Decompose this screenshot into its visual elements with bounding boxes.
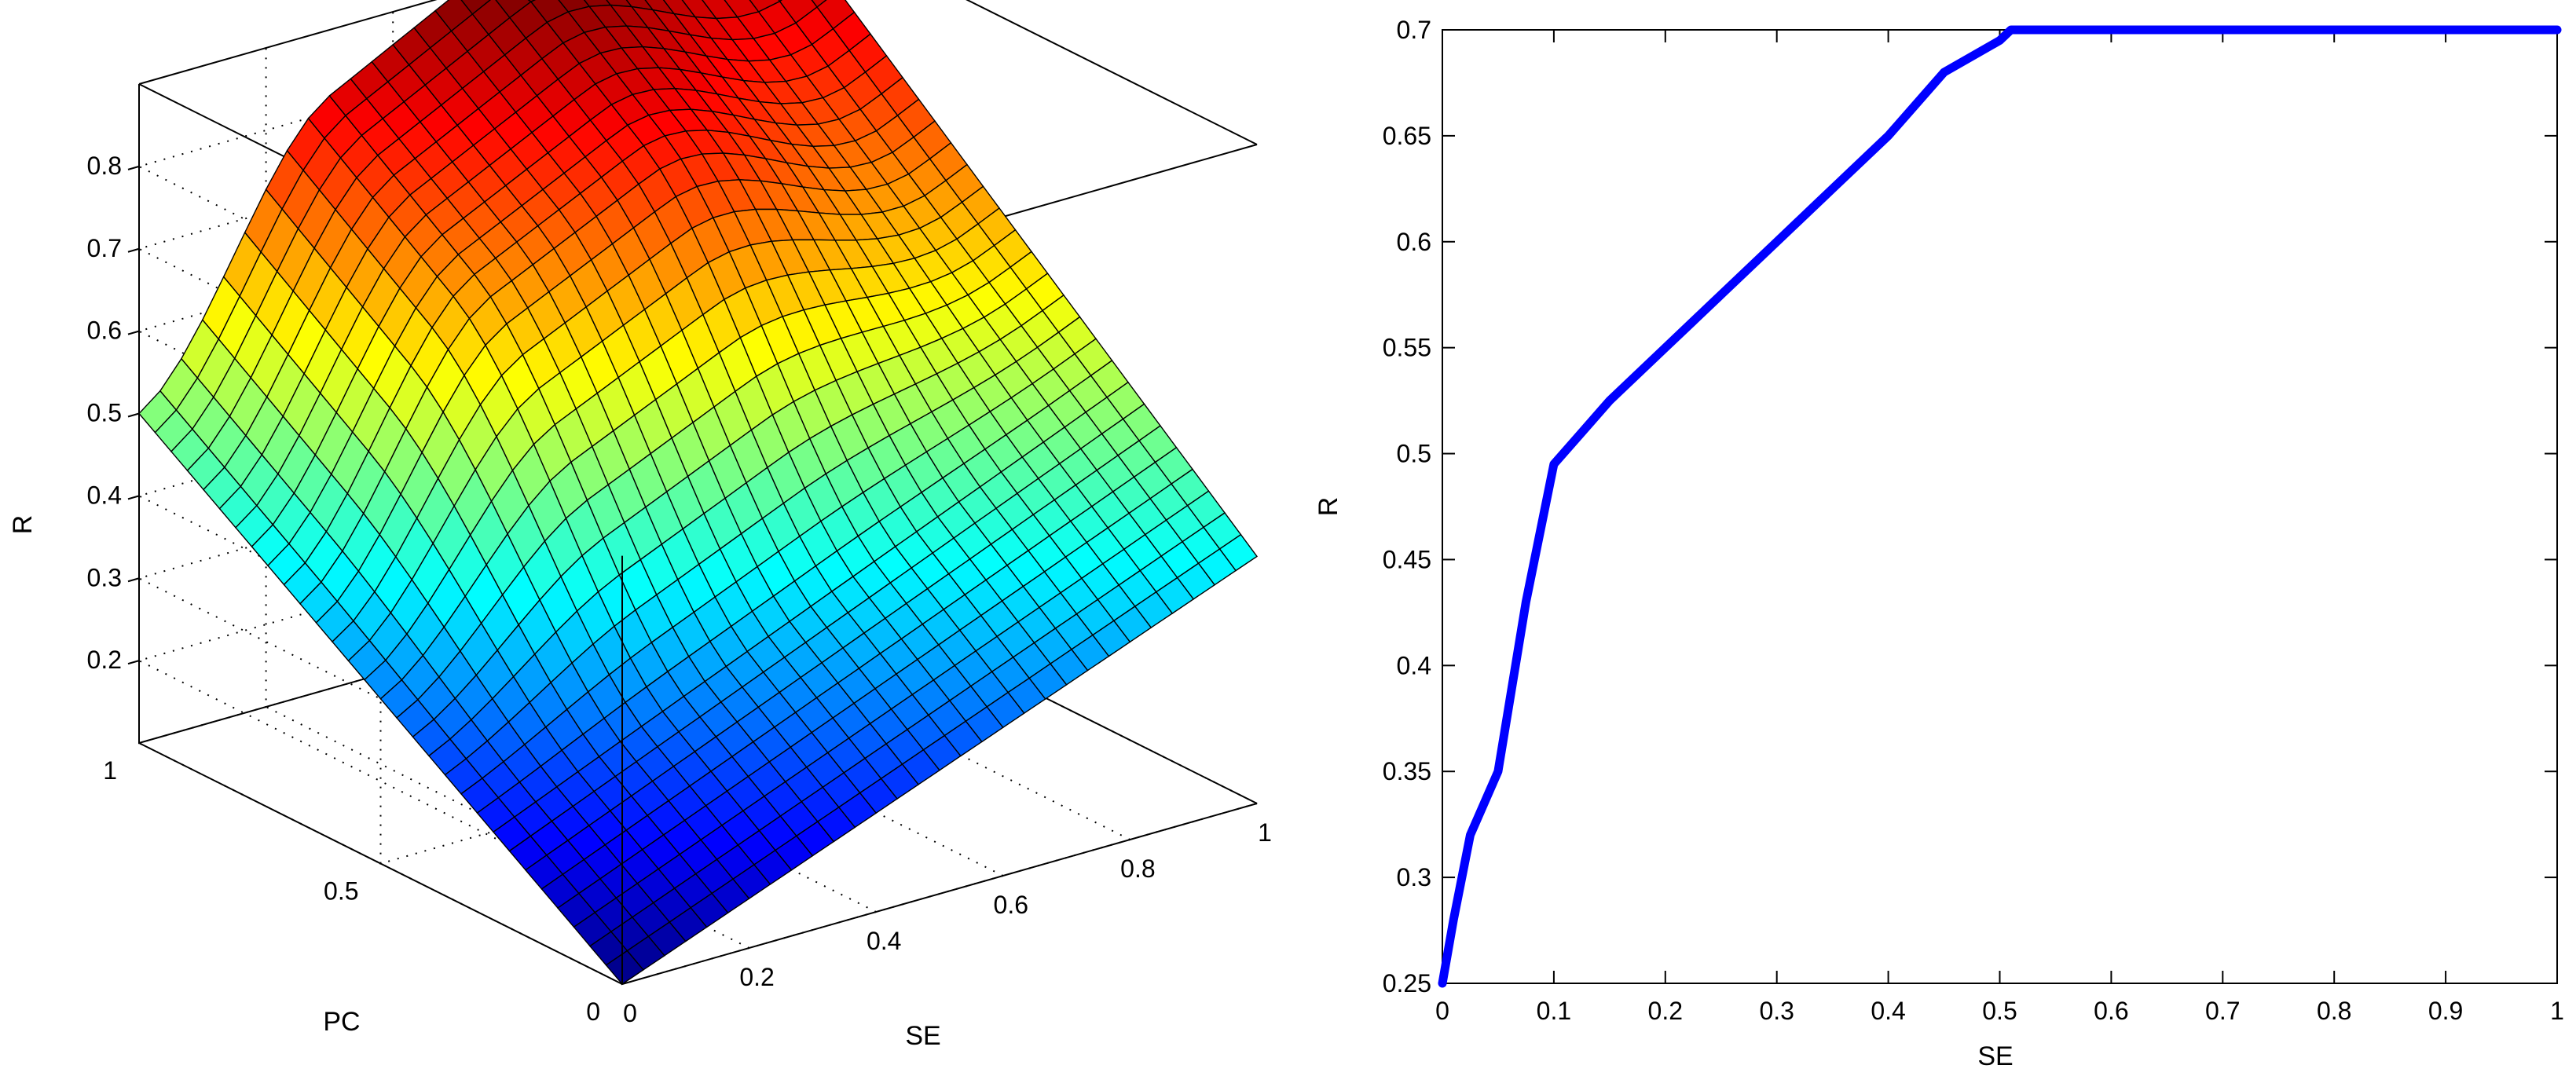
z-tick-mark [127, 660, 140, 665]
y-tick-label: 0 [586, 997, 600, 1026]
plot-area [1442, 29, 2558, 984]
x-tick-label: 0.2 [1648, 997, 1683, 1025]
z-tick-label: 0.3 [87, 563, 122, 591]
z-tick-mark [127, 412, 140, 418]
box-edge [138, 742, 623, 985]
line-x-label: SE [1977, 1041, 2013, 1071]
surface-plot: 0.2 0.3 0.4 0.5 0.6 0.7 0.8 0 0.2 0.4 0.6 0.8 1 0 0.5 1… [8, 0, 1272, 1051]
z-tick-label: 0.6 [87, 317, 122, 345]
x-tick-label: 0.8 [1120, 855, 1155, 883]
y-tick-label: 0.6 [1397, 228, 1431, 256]
y-tick-label: 0.5 [324, 877, 358, 906]
z-tick-label: 0.5 [87, 399, 122, 427]
x-tick-label: 1 [1258, 818, 1272, 847]
x-tick-label: 0.7 [2205, 997, 2240, 1025]
x-tick-label: 0.1 [1537, 997, 1571, 1025]
x-tick-label: 0 [623, 999, 637, 1027]
x-tick-label: 1 [2550, 997, 2564, 1025]
box-edge [621, 803, 1258, 985]
line-tick-marks [1442, 29, 2558, 984]
x-tick-label: 0.4 [867, 927, 901, 955]
z-tick-label: 0.4 [87, 481, 122, 509]
x-tick-label: 0.4 [1871, 997, 1905, 1025]
y-tick-label: 0.5 [1397, 440, 1431, 468]
y-tick-label: 0.65 [1383, 122, 1431, 150]
z-tick-mark [127, 495, 140, 500]
z-tick-mark [127, 165, 140, 170]
x-tick-label: 0.5 [1982, 997, 2017, 1025]
x-tick-label: 0.8 [2317, 997, 2351, 1025]
box-edge [138, 0, 438, 85]
box-edge [966, 0, 1258, 145]
surface-z-label: R [8, 515, 38, 535]
y-tick-label: 0.25 [1383, 969, 1431, 997]
surface-x-label: SE [905, 1021, 940, 1051]
line-y-label: R [1314, 497, 1343, 517]
y-tick-label: 0.4 [1397, 651, 1431, 679]
series-line [1438, 25, 2562, 988]
z-grid-line [137, 479, 775, 902]
z-tick-label: 0.2 [87, 646, 122, 674]
y-tick-label: 0.3 [1397, 863, 1431, 891]
z-tick-label: 0.8 [87, 152, 122, 180]
z-tick-mark [127, 577, 140, 583]
line-tick-labels: 0 0.1 0.2 0.3 0.4 0.5 0.6 0.7 0.8 0.9 1 0.25 0.3 0.35… [1383, 16, 2564, 1025]
z-tick-label: 0.7 [87, 234, 122, 262]
x-tick-label: 0 [1435, 997, 1449, 1025]
z-tick-mark [127, 247, 140, 253]
line-plot: 0 0.1 0.2 0.3 0.4 0.5 0.6 0.7 0.8 0.9 1 0.25 0.3 0.35… [1314, 16, 2564, 1071]
x-grid-line [646, 0, 1130, 840]
surface-patch [811, 0, 827, 8]
y-tick-label: 0.35 [1383, 757, 1431, 785]
x-tick-label: 0.6 [994, 891, 1028, 919]
x-tick-label: 0.2 [739, 963, 774, 991]
y-tick-label: 0.7 [1397, 16, 1431, 44]
y-tick-label: 0.55 [1383, 334, 1431, 362]
z-tick-mark [127, 330, 140, 335]
x-tick-label: 0.9 [2428, 997, 2463, 1025]
surface-y-label: PC [323, 1007, 360, 1037]
y-tick-label: 1 [103, 756, 117, 785]
y-tick-label: 0.45 [1383, 545, 1431, 573]
x-tick-label: 0.3 [1759, 997, 1794, 1025]
surface-patch [1218, 533, 1258, 572]
surface-tick-labels: 0.2 0.3 0.4 0.5 0.6 0.7 0.8 0 0.2 0.4 0.6 0.8 1 0 0.5 1 [87, 152, 1272, 1027]
surface-mesh [138, 0, 1258, 985]
x-tick-label: 0.6 [2094, 997, 2128, 1025]
